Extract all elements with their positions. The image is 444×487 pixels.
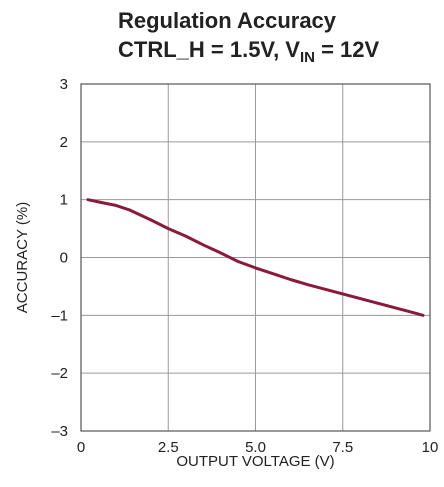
y-tick-label: –2 — [51, 365, 68, 382]
chart-title-line2-suffix: = 12V — [315, 37, 380, 62]
x-axis-label: OUTPUT VOLTAGE (V) — [176, 453, 334, 470]
gridlines — [81, 84, 430, 431]
chart-title-line2: CTRL_H = 1.5V, VIN = 12V — [118, 37, 380, 66]
series-line — [86, 198, 425, 317]
chart-title: Regulation Accuracy CTRL_H = 1.5V, VIN =… — [118, 8, 380, 66]
x-tick-label: 0 — [77, 439, 85, 456]
y-tick-label: 3 — [60, 76, 68, 93]
x-tick-label: 5.0 — [245, 439, 266, 456]
chart-title-line2-subscript: IN — [300, 49, 315, 66]
y-tick-label: 2 — [60, 134, 68, 151]
x-tick-label: 10 — [422, 439, 439, 456]
y-axis-label: ACCURACY (%) — [14, 202, 31, 313]
x-tick-label: 7.5 — [332, 439, 353, 456]
series-group — [86, 198, 425, 317]
chart-title-line2-prefix: CTRL_H = 1.5V, V — [118, 37, 300, 62]
y-tick-label: 0 — [60, 250, 68, 267]
x-tick-label: 2.5 — [158, 439, 179, 456]
chart-title-line1: Regulation Accuracy — [118, 8, 337, 33]
y-tick-labels: 3 2 1 0 –1 –2 –3 — [51, 76, 68, 440]
y-tick-label: –1 — [51, 307, 68, 324]
y-tick-label: –3 — [51, 423, 68, 440]
plot-frame — [80, 83, 431, 432]
y-tick-label: 1 — [60, 192, 68, 209]
x-tick-labels: 0 2.5 5.0 7.5 10 — [77, 439, 439, 456]
